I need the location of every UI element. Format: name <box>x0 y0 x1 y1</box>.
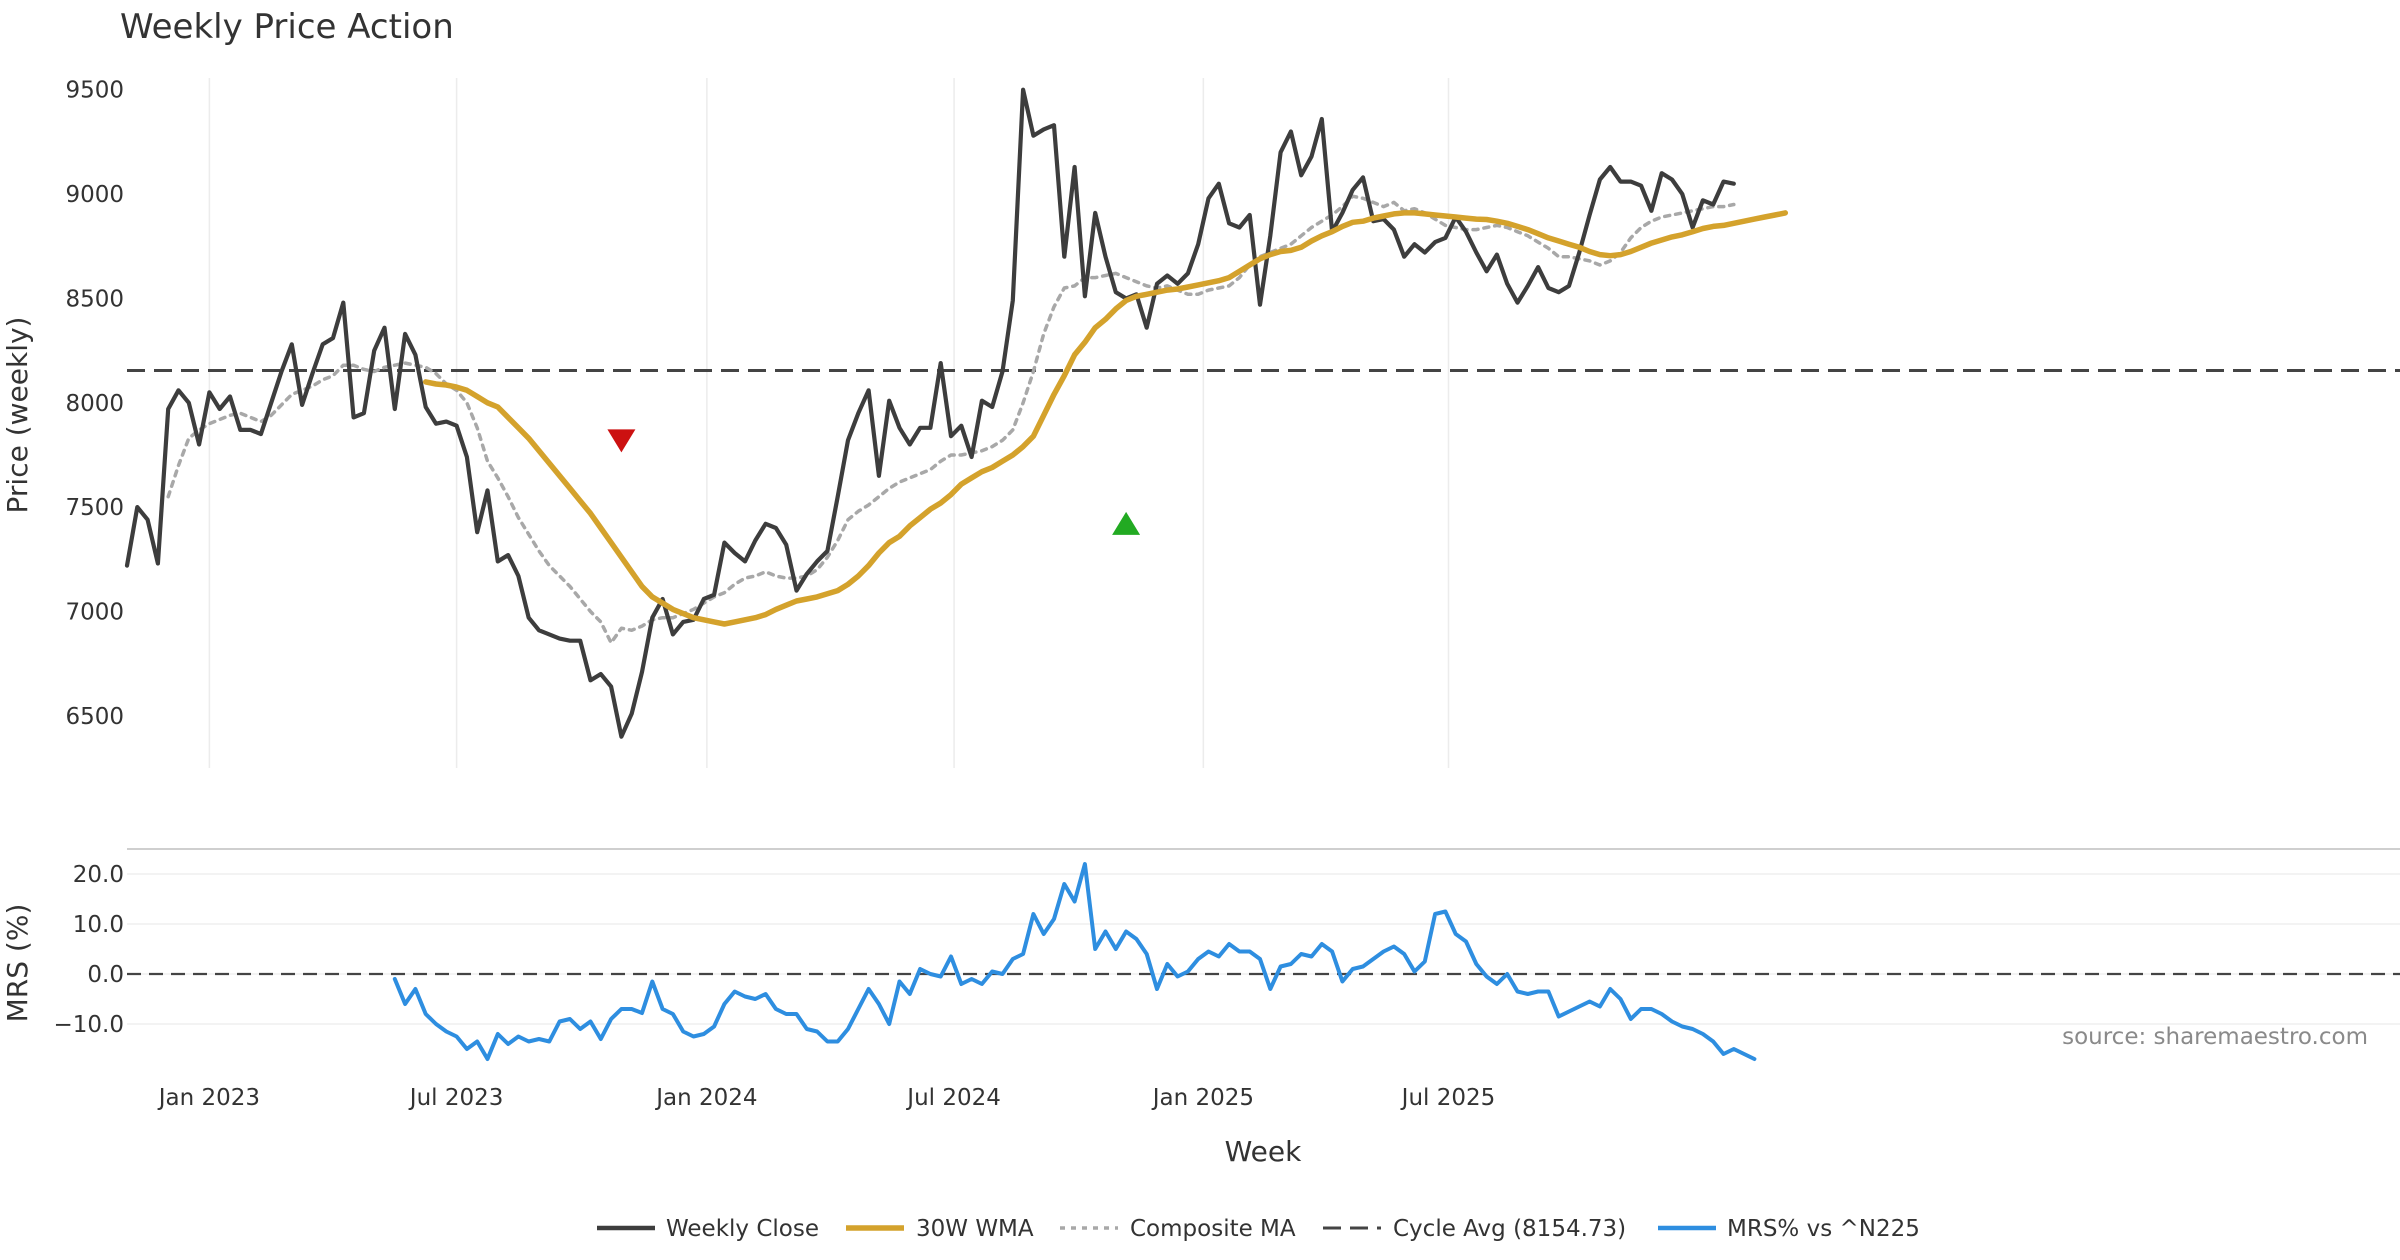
price-y-ticks: 6500 7000 7500 8000 8500 9000 9500 <box>65 78 124 730</box>
price-y-tick-label: 9000 <box>65 182 124 208</box>
mrs-y-tick-label: 20.0 <box>73 862 124 888</box>
price-series <box>124 87 2400 739</box>
price-y-tick-label: 7000 <box>65 599 124 625</box>
x-ticks: Jan 2023 Jul 2023 Jan 2024 Jul 2024 Jan 2025… <box>157 1085 1496 1111</box>
mrs-y-axis-label: MRS (%) <box>1 904 34 1023</box>
price-y-tick-label: 9500 <box>65 78 124 104</box>
mrs-line <box>392 862 1757 1061</box>
mrs-y-ticks: 20.0 10.0 0.0 −10.0 <box>54 862 124 1038</box>
sell-signal-marker <box>607 429 636 453</box>
price-y-tick-label: 8500 <box>65 286 124 312</box>
mrs-y-tick-label: 0.0 <box>87 962 124 988</box>
price-y-axis-label: Price (weekly) <box>1 317 34 514</box>
x-tick-label: Jul 2025 <box>1400 1085 1496 1111</box>
weekly-close-line <box>124 87 1736 739</box>
legend-label: Composite MA <box>1130 1216 1296 1242</box>
x-tick-label: Jan 2023 <box>157 1085 260 1111</box>
x-tick-label: Jul 2024 <box>905 1085 1001 1111</box>
price-y-tick-label: 7500 <box>65 495 124 521</box>
legend-label: Weekly Close <box>666 1216 819 1242</box>
chart-title: Weekly Price Action <box>120 7 454 47</box>
buy-signal-marker <box>1112 511 1141 535</box>
legend-label: Cycle Avg (8154.73) <box>1393 1216 1626 1242</box>
legend-label: MRS% vs ^N225 <box>1727 1216 1920 1242</box>
signal-markers <box>607 429 1141 535</box>
legend: Weekly Close 30W WMA Composite MA Cycle Avg… <box>597 1216 1920 1242</box>
legend-label: 30W WMA <box>916 1216 1034 1242</box>
price-y-tick-label: 8000 <box>65 391 124 417</box>
mrs-series <box>392 862 1757 1061</box>
x-tick-label: Jan 2025 <box>1151 1085 1254 1111</box>
source-note: source: sharemaestro.com <box>2062 1024 2368 1050</box>
x-axis-label: Week <box>1225 1135 1302 1168</box>
price-y-tick-label: 6500 <box>65 704 124 730</box>
price-grid <box>208 78 1450 768</box>
composite-ma-line <box>166 194 1736 645</box>
x-tick-label: Jul 2023 <box>408 1085 504 1111</box>
wma-30w-line <box>422 210 1789 627</box>
mrs-y-tick-label: −10.0 <box>54 1012 124 1038</box>
mrs-grid <box>127 873 2400 1025</box>
x-tick-label: Jan 2024 <box>654 1085 757 1111</box>
mrs-y-tick-label: 10.0 <box>73 912 124 938</box>
